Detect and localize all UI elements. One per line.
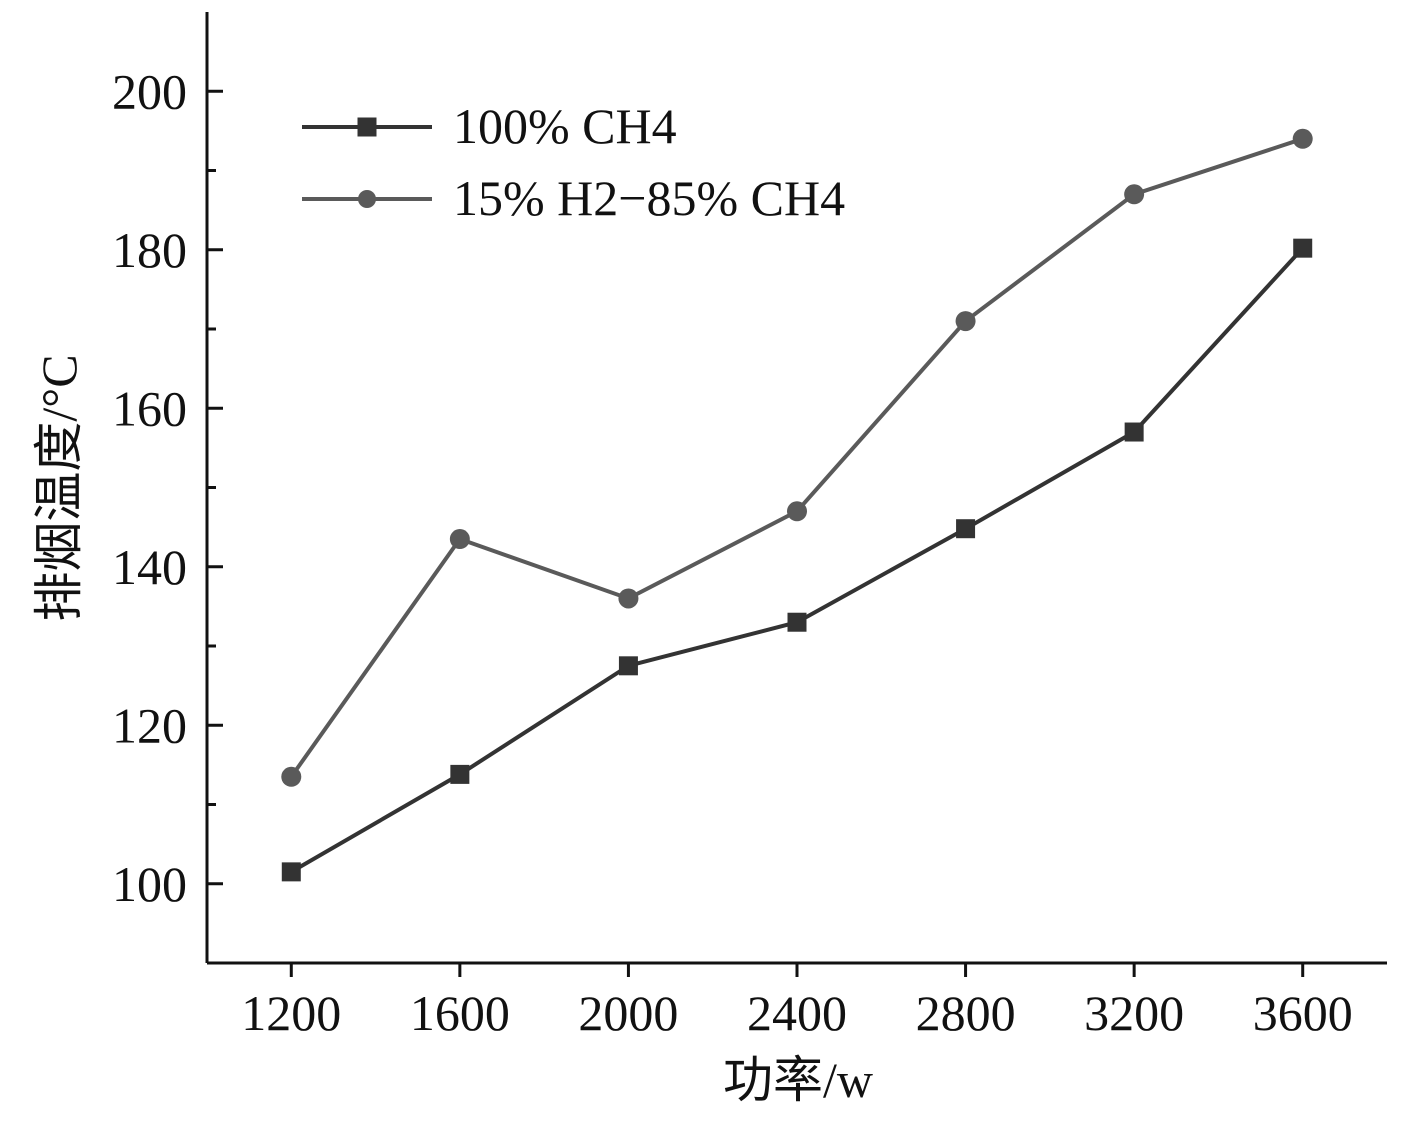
x-tick-label: 3600	[1253, 985, 1353, 1041]
x-tick-label: 1600	[410, 985, 510, 1041]
x-tick-label: 2400	[747, 985, 847, 1041]
data-point-circle	[1124, 184, 1145, 205]
x-axis-title: 功率/w	[723, 1052, 873, 1108]
series-2	[281, 128, 1313, 787]
data-point-circle	[449, 529, 470, 550]
axes: 100 120 140 160 180 200 1200 1600 2000 2400 2800 32…	[112, 12, 1387, 1041]
data-point-square	[450, 764, 470, 784]
data-point-square	[281, 862, 301, 882]
y-tick-label: 180	[112, 222, 187, 278]
y-axis-title: 排烟温度/°C	[31, 354, 87, 621]
y-tick-label: 200	[112, 63, 187, 119]
data-point-square	[787, 612, 807, 632]
data-point-circle	[787, 501, 807, 522]
legend-marker-square	[357, 117, 377, 137]
data-point-circle	[618, 588, 639, 609]
legend-item-2: 15% H2−85% CH4	[302, 170, 845, 226]
legend-label: 15% H2−85% CH4	[453, 170, 845, 226]
y-tick-label: 100	[112, 856, 187, 912]
data-point-circle	[955, 311, 976, 332]
x-tick-label: 3200	[1084, 985, 1184, 1041]
y-tick-label: 140	[112, 539, 187, 595]
data-point-circle	[1292, 128, 1313, 149]
data-point-square	[956, 519, 976, 539]
data-point-square	[618, 656, 638, 676]
data-point-square	[1124, 422, 1144, 442]
y-tick-label: 160	[112, 380, 187, 436]
y-tick-label: 120	[112, 697, 187, 753]
x-tick-label: 2000	[578, 985, 678, 1041]
x-tick-label: 1200	[241, 985, 341, 1041]
series-layer	[281, 128, 1313, 882]
legend-item-1: 100% CH4	[302, 98, 677, 154]
data-point-square	[1293, 238, 1313, 258]
x-tick-label: 2800	[916, 985, 1016, 1041]
legend-label: 100% CH4	[453, 98, 677, 154]
series-line	[289, 136, 1304, 778]
legend-marker-circle	[358, 190, 376, 208]
data-point-circle	[281, 766, 302, 787]
series-1	[281, 238, 1313, 882]
legend: 100% CH4 15% H2−85% CH4	[302, 98, 845, 226]
